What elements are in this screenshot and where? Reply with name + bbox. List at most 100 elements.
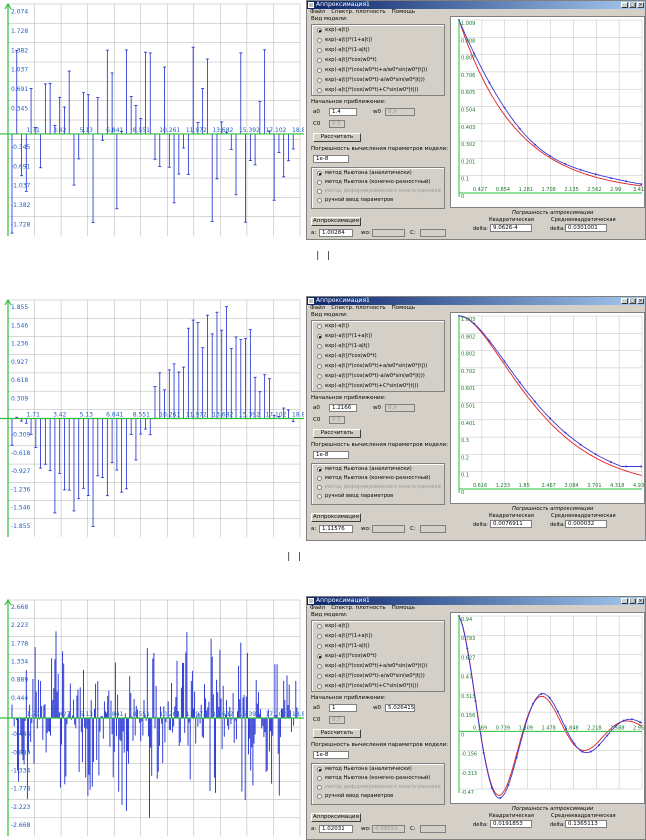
radio-icon[interactable] bbox=[317, 634, 322, 639]
radio-icon[interactable] bbox=[317, 28, 322, 33]
minimize-button[interactable]: _ bbox=[621, 2, 628, 8]
model-option-6[interactable]: exp(-a|t|)*(cos(w0*t)-a/w0*sin(w0*|t|)) bbox=[317, 673, 425, 680]
c0-input[interactable]: 0.5 bbox=[329, 716, 345, 724]
model-option-2[interactable]: exp(-a|t|)*(1+a|t|) bbox=[317, 633, 372, 640]
calculate-button[interactable]: Рассчитать bbox=[313, 729, 361, 738]
model-option-5[interactable]: exp(-a|t|)*(cos(w0*t)+a/w0*sin(w0*|t|)) bbox=[317, 663, 427, 670]
method-option-3[interactable]: метод деформированного многогранника bbox=[317, 784, 441, 791]
radio-icon[interactable] bbox=[317, 198, 322, 203]
menu-file[interactable]: Файл bbox=[310, 305, 326, 311]
radio-icon[interactable] bbox=[317, 374, 322, 379]
w0-input[interactable]: 0.9 bbox=[385, 404, 415, 412]
c0-input[interactable]: 0.5 bbox=[329, 416, 345, 424]
radio-icon[interactable] bbox=[317, 794, 322, 799]
menu-file[interactable]: Файл bbox=[310, 605, 326, 611]
maximize-button[interactable]: □ bbox=[629, 598, 636, 604]
minimize-button[interactable]: _ bbox=[621, 598, 628, 604]
radio-icon[interactable] bbox=[317, 189, 322, 194]
radio-icon[interactable] bbox=[317, 58, 322, 63]
model-option-7[interactable]: exp(-a|t|)*(cos(w0*t)+C*sin(w0*|t|)) bbox=[317, 683, 418, 690]
menu-help[interactable]: Помощь bbox=[391, 305, 416, 311]
radio-icon[interactable] bbox=[317, 767, 322, 772]
method-option-2[interactable]: метод Ньютона (конечно-разностный) bbox=[317, 179, 430, 186]
radio-icon[interactable] bbox=[317, 674, 322, 679]
maximize-button[interactable]: □ bbox=[629, 298, 636, 304]
model-option-1[interactable]: exp(-a|t|) bbox=[317, 27, 349, 34]
method-option-1[interactable]: метод Ньютона (аналитически) bbox=[317, 466, 412, 473]
radio-icon[interactable] bbox=[317, 624, 322, 629]
radio-icon[interactable] bbox=[317, 384, 322, 389]
method-option-1[interactable]: метод Ньютона (аналитически) bbox=[317, 170, 412, 177]
method-option-1[interactable]: метод Ньютона (аналитически) bbox=[317, 766, 412, 773]
model-option-1[interactable]: exp(-a|t|) bbox=[317, 323, 349, 330]
approximate-button[interactable]: Аппроксимация bbox=[311, 813, 361, 822]
model-option-5[interactable]: exp(-a|t|)*(cos(w0*t)+a/w0*sin(w0*|t|)) bbox=[317, 363, 427, 370]
radio-icon[interactable] bbox=[317, 776, 322, 781]
radio-icon[interactable] bbox=[317, 785, 322, 790]
approximate-button[interactable]: Аппроксимация bbox=[311, 513, 361, 522]
method-option-3[interactable]: метод деформированного многогранника bbox=[317, 188, 441, 195]
model-option-1[interactable]: exp(-a|t|) bbox=[317, 623, 349, 630]
menu-spectral-density[interactable]: Спектр. плотность bbox=[331, 305, 386, 311]
model-option-2[interactable]: exp(-a|t|)*(1+a|t|) bbox=[317, 333, 372, 340]
menu-help[interactable]: Помощь bbox=[391, 605, 416, 611]
menu-help[interactable]: Помощь bbox=[391, 9, 416, 15]
model-option-3[interactable]: exp(-a|t|)*(1-a|t|) bbox=[317, 643, 370, 650]
radio-icon[interactable] bbox=[317, 485, 322, 490]
model-option-4[interactable]: exp(-a|t|)*cos(w0*t) bbox=[317, 353, 377, 360]
method-option-3[interactable]: метод деформированного многогранника bbox=[317, 484, 441, 491]
model-option-4[interactable]: exp(-a|t|)*cos(w0*t) bbox=[317, 653, 377, 660]
precision-input[interactable]: 1e-8 bbox=[313, 451, 349, 459]
c0-input[interactable]: 0.5 bbox=[329, 120, 345, 128]
menu-spectral-density[interactable]: Спектр. плотность bbox=[331, 9, 386, 15]
method-option-4[interactable]: ручной ввод параметров bbox=[317, 793, 393, 800]
radio-icon[interactable] bbox=[317, 684, 322, 689]
radio-icon[interactable] bbox=[317, 344, 322, 349]
model-option-7[interactable]: exp(-a|t|)*(cos(w0*t)+C*sin(w0*|t|)) bbox=[317, 87, 418, 94]
precision-input[interactable]: 1e-8 bbox=[313, 155, 349, 163]
method-option-2[interactable]: метод Ньютона (конечно-разностный) bbox=[317, 475, 430, 482]
radio-icon[interactable] bbox=[317, 38, 322, 43]
close-button[interactable]: × bbox=[637, 598, 644, 604]
radio-icon[interactable] bbox=[317, 324, 322, 329]
w0-input[interactable]: 5.0264158 bbox=[385, 704, 415, 712]
model-option-6[interactable]: exp(-a|t|)*(cos(w0*t)-a/w0*sin(w0*|t|)) bbox=[317, 77, 425, 84]
close-button[interactable]: × bbox=[637, 2, 644, 8]
radio-icon[interactable] bbox=[317, 78, 322, 83]
radio-icon[interactable] bbox=[317, 68, 322, 73]
calculate-button[interactable]: Рассчитать bbox=[313, 429, 361, 438]
radio-icon[interactable] bbox=[317, 180, 322, 185]
radio-icon[interactable] bbox=[317, 171, 322, 176]
minimize-button[interactable]: _ bbox=[621, 298, 628, 304]
radio-icon[interactable] bbox=[317, 654, 322, 659]
precision-input[interactable]: 1e-8 bbox=[313, 751, 349, 759]
a0-input[interactable]: 1.2166 bbox=[329, 404, 357, 412]
radio-icon[interactable] bbox=[317, 494, 322, 499]
a0-input[interactable]: 1.4 bbox=[329, 108, 357, 116]
method-option-4[interactable]: ручной ввод параметров bbox=[317, 493, 393, 500]
model-option-3[interactable]: exp(-a|t|)*(1-a|t|) bbox=[317, 47, 370, 54]
radio-icon[interactable] bbox=[317, 354, 322, 359]
a0-input[interactable]: 1 bbox=[329, 704, 357, 712]
model-option-4[interactable]: exp(-a|t|)*cos(w0*t) bbox=[317, 57, 377, 64]
model-option-7[interactable]: exp(-a|t|)*(cos(w0*t)+C*sin(w0*|t|)) bbox=[317, 383, 418, 390]
radio-icon[interactable] bbox=[317, 644, 322, 649]
maximize-button[interactable]: □ bbox=[629, 2, 636, 8]
method-option-2[interactable]: метод Ньютона (конечно-разностный) bbox=[317, 775, 430, 782]
close-button[interactable]: × bbox=[637, 298, 644, 304]
radio-icon[interactable] bbox=[317, 88, 322, 93]
w0-input[interactable]: 0.9 bbox=[385, 108, 415, 116]
model-option-3[interactable]: exp(-a|t|)*(1-a|t|) bbox=[317, 343, 370, 350]
method-option-4[interactable]: ручной ввод параметров bbox=[317, 197, 393, 204]
radio-icon[interactable] bbox=[317, 476, 322, 481]
radio-icon[interactable] bbox=[317, 334, 322, 339]
radio-icon[interactable] bbox=[317, 364, 322, 369]
model-option-5[interactable]: exp(-a|t|)*(cos(w0*t)+a/w0*sin(w0*|t|)) bbox=[317, 67, 427, 74]
radio-icon[interactable] bbox=[317, 48, 322, 53]
menu-spectral-density[interactable]: Спектр. плотность bbox=[331, 605, 386, 611]
calculate-button[interactable]: Рассчитать bbox=[313, 133, 361, 142]
radio-icon[interactable] bbox=[317, 467, 322, 472]
menu-file[interactable]: Файл bbox=[310, 9, 326, 15]
model-option-2[interactable]: exp(-a|t|)*(1+a|t|) bbox=[317, 37, 372, 44]
model-option-6[interactable]: exp(-a|t|)*(cos(w0*t)-a/w0*sin(w0*|t|)) bbox=[317, 373, 425, 380]
